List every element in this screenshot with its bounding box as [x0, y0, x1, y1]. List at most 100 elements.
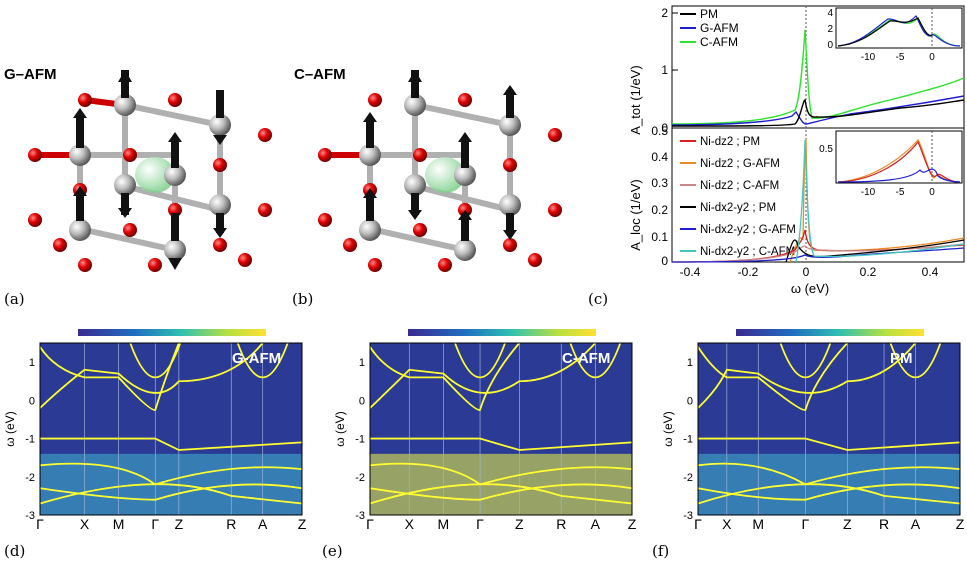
k-point-label: Z	[515, 516, 524, 529]
legend-cafm: C-AFM	[700, 35, 738, 49]
svg-text:Ni-dz2 ; PM: Ni-dz2 ; PM	[700, 136, 760, 148]
band-title: C-AFM	[562, 350, 610, 367]
svg-text:-0.2: -0.2	[738, 265, 759, 279]
k-point-label: R	[879, 516, 889, 529]
band-ylabel: ω (eV)	[334, 411, 347, 446]
svg-text:0: 0	[803, 265, 810, 279]
k-point-label: Z	[175, 516, 184, 529]
dos-top-ytick: 1	[661, 63, 668, 77]
la-atom	[135, 157, 175, 193]
band-ytick: -2	[355, 472, 365, 484]
k-point-label: Z	[956, 516, 964, 529]
band-ytick: -2	[25, 472, 35, 484]
structure-a-image	[28, 70, 272, 272]
band-ytick: 0	[359, 395, 365, 407]
k-point-label: Γ	[36, 516, 44, 529]
band-panel-c-afm: C-AFM 1 0 -1 -2 -3 ω (eV) Γ X M Γ Z R A Z	[334, 329, 636, 529]
band-ytick: -3	[355, 510, 365, 522]
dos-bottom-frame	[671, 127, 965, 263]
k-point-label: A	[591, 516, 601, 529]
dos-top-ytick: 0	[661, 121, 668, 135]
k-point-label: Γ	[802, 516, 810, 529]
dos-xticks: -0.4 -0.2 0 0.2 0.4	[680, 265, 939, 279]
svg-text:0.5: 0.5	[651, 124, 668, 138]
spin-up-arrow	[73, 108, 87, 118]
dos-top-yticks: 0 1 2	[661, 6, 678, 135]
panel-letter-f: (f)	[652, 542, 670, 560]
inset-ytick: 2	[827, 24, 833, 35]
dos-panel: 0 1 2 A_tot (1/eV) PM G-AFM C-AFM 0 2 4 …	[628, 5, 965, 296]
band-lines	[697, 342, 961, 505]
svg-text:-0.4: -0.4	[680, 265, 701, 279]
dos-top-ylabel: A_tot (1/eV)	[628, 65, 643, 134]
svg-text:0.4: 0.4	[651, 150, 668, 164]
inset-xtick: -10	[861, 52, 876, 63]
band-lines	[39, 342, 303, 505]
k-point-label: X	[80, 516, 90, 529]
band-title: PM	[890, 350, 913, 367]
inset-xtick: 0	[929, 52, 935, 63]
svg-text:0: 0	[929, 187, 935, 198]
dos-xlabel: ω (eV)	[791, 281, 829, 296]
dos-bottom-yticks: 0 0.1 0.2 0.3 0.4 0.5	[651, 124, 668, 268]
band-ytick: -3	[25, 510, 35, 522]
band-panel-pm: PM 1 0 -1 -2 -3 ω (eV) Γ X M Γ Z R A Z	[662, 329, 964, 529]
svg-text:0.2: 0.2	[651, 203, 668, 217]
structure-a-title: G–AFM	[4, 66, 57, 83]
svg-text:-10: -10	[861, 187, 876, 198]
k-point-label: Z	[628, 516, 636, 529]
k-point-label: X	[405, 516, 415, 529]
dos-bottom-legend: Ni-dz2 ; PM Ni-dz2 ; G-AFM Ni-dz2 ; C-AF…	[680, 136, 796, 258]
svg-text:0: 0	[661, 254, 668, 268]
band-ytick: -1	[25, 434, 35, 446]
k-point-label: R	[556, 516, 566, 529]
band-ytick: -3	[683, 510, 693, 522]
svg-text:0.2: 0.2	[860, 265, 877, 279]
band-ylabel: ω (eV)	[662, 411, 675, 446]
k-point-label: M	[438, 516, 450, 529]
dos-bottom-ylabel: A_loc (1/eV)	[628, 179, 643, 251]
panel-letter-a: (a)	[4, 290, 25, 308]
svg-text:-5: -5	[896, 187, 905, 198]
colorbar	[408, 329, 596, 336]
structure-b-title: C–AFM	[294, 66, 346, 83]
nickel-atoms	[69, 94, 231, 261]
spin-arrows	[73, 70, 227, 270]
inset-ytick: 4	[827, 8, 833, 19]
k-point-label: M	[113, 516, 125, 529]
k-point-label: Γ	[151, 516, 159, 529]
svg-text:0.1: 0.1	[651, 230, 668, 244]
k-point-label: A	[911, 516, 921, 529]
colorbar	[736, 329, 924, 336]
band-ytick: 1	[687, 357, 693, 369]
legend-pm: PM	[700, 7, 718, 21]
inset-xtick: -5	[896, 52, 905, 63]
band-ytick: 0	[687, 395, 693, 407]
dos-bottom-curves	[671, 139, 965, 263]
k-point-label: X	[722, 516, 732, 529]
band-ytick: 1	[29, 357, 35, 369]
panel-letter-b: (b)	[292, 290, 314, 308]
svg-text:Ni-dx2-y2 ; G-AFM: Ni-dx2-y2 ; G-AFM	[700, 224, 796, 236]
k-point-label: Γ	[366, 516, 374, 529]
k-point-label: Z	[298, 516, 306, 529]
colorbar	[78, 329, 266, 336]
k-point-label: R	[226, 516, 236, 529]
panel-letter-c: (c)	[588, 290, 609, 308]
svg-text:Ni-dz2 ; G-AFM: Ni-dz2 ; G-AFM	[700, 158, 780, 170]
svg-text:0.4: 0.4	[922, 265, 939, 279]
band-title: G-AFM	[232, 350, 281, 367]
panel-letter-e: (e)	[322, 542, 343, 560]
panel-letter-d: (d)	[4, 542, 26, 560]
band-ytick: -1	[355, 434, 365, 446]
k-point-label: M	[752, 516, 764, 529]
band-ytick: -1	[683, 434, 693, 446]
inset-ytick: 0	[827, 40, 833, 51]
structure-b-image	[318, 70, 562, 272]
dos-top-ytick: 2	[661, 6, 668, 20]
band-ylabel: ω (eV)	[4, 411, 17, 446]
k-point-label: A	[258, 516, 268, 529]
band-panel-g-afm: G-AFM 1 0 -1 -2 -3 ω (eV) Γ X M Γ Z R A Z	[4, 329, 306, 529]
svg-text:Ni-dx2-y2 ; PM: Ni-dx2-y2 ; PM	[700, 202, 776, 214]
band-ytick: 1	[359, 357, 365, 369]
